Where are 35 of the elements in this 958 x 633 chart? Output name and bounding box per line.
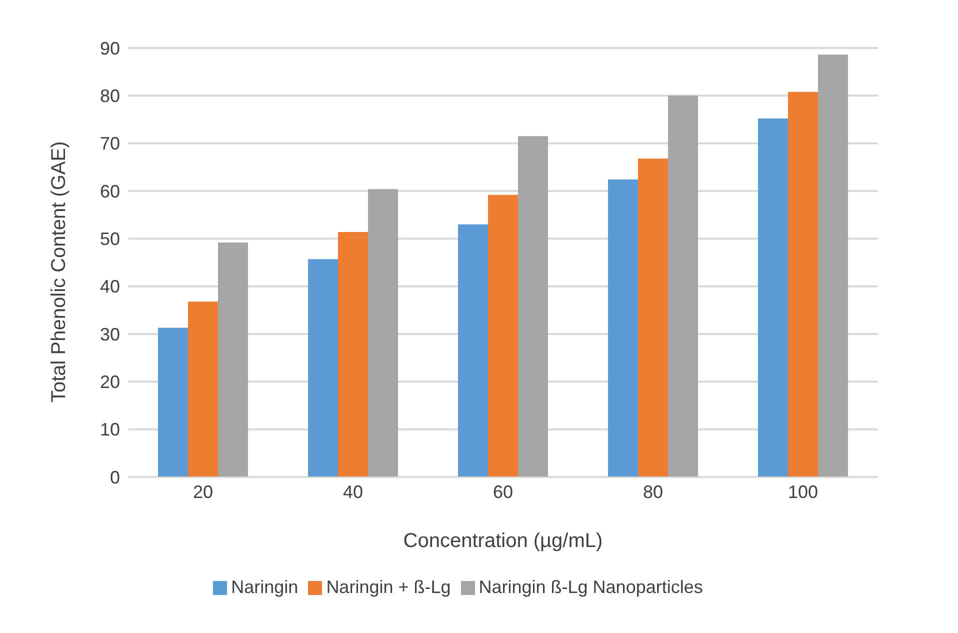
y-tick-label: 80 [100,86,120,106]
y-tick-label: 40 [100,276,120,297]
bar [608,180,638,477]
legend-label: Naringin ß-Lg Nanoparticles [478,577,703,597]
y-tick-label: 90 [100,38,120,58]
x-tick-label: 40 [342,482,364,502]
x-tick-label: 60 [492,482,514,502]
bar [338,232,368,477]
legend-label: Naringin + ß-Lg [326,577,451,597]
y-tick-label: 30 [100,324,120,344]
y-tick-label: 60 [100,181,120,202]
bar [218,242,248,477]
y-tick-label: 70 [100,134,120,154]
legend-label: Naringin [231,577,298,597]
y-tick-label: 20 [100,372,120,392]
bar [158,328,188,477]
bar [188,302,218,477]
x-tick-label: 20 [192,482,214,502]
bar [308,259,338,477]
bar [818,54,848,477]
y-tick-label: 0 [110,467,120,488]
bar [458,224,488,477]
bar [758,118,788,477]
bar [368,189,398,477]
bar [788,92,818,477]
y-axis-title: Total Phenolic Content (GAE) [48,141,70,402]
y-tick-label: 10 [100,420,120,440]
bar [488,194,518,477]
x-axis-title: Concentration (µg/mL) [403,530,603,552]
x-tick-label: 100 [788,482,818,502]
bar [638,158,668,477]
bar [668,96,698,477]
y-tick-label: 50 [100,229,120,250]
bar [518,136,548,477]
x-tick-label: 80 [642,482,664,502]
